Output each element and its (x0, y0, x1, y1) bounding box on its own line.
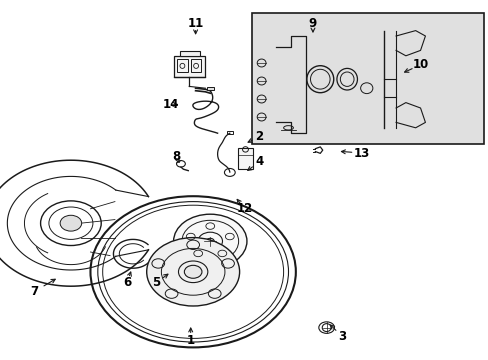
Text: 6: 6 (123, 276, 131, 289)
Text: 3: 3 (338, 330, 346, 343)
Text: 12: 12 (236, 202, 252, 215)
Circle shape (146, 238, 239, 306)
Circle shape (60, 215, 81, 231)
Bar (226, 131, 233, 134)
Circle shape (184, 265, 202, 278)
Text: 14: 14 (163, 98, 179, 111)
Bar (190, 59, 201, 72)
Text: 10: 10 (411, 58, 428, 71)
Circle shape (173, 214, 246, 268)
Bar (180, 51, 199, 56)
Bar (207, 87, 214, 90)
Text: 1: 1 (186, 334, 194, 347)
Text: 13: 13 (353, 147, 369, 159)
Text: 11: 11 (187, 17, 203, 30)
Text: 2: 2 (255, 130, 263, 143)
Bar (251, 13, 483, 144)
Text: 9: 9 (308, 17, 316, 30)
Text: 7: 7 (30, 285, 38, 298)
Bar (177, 59, 187, 72)
Bar (238, 148, 252, 169)
Text: 5: 5 (152, 276, 160, 289)
Bar (173, 56, 205, 77)
Text: 8: 8 (172, 150, 180, 163)
Text: 4: 4 (255, 156, 263, 168)
